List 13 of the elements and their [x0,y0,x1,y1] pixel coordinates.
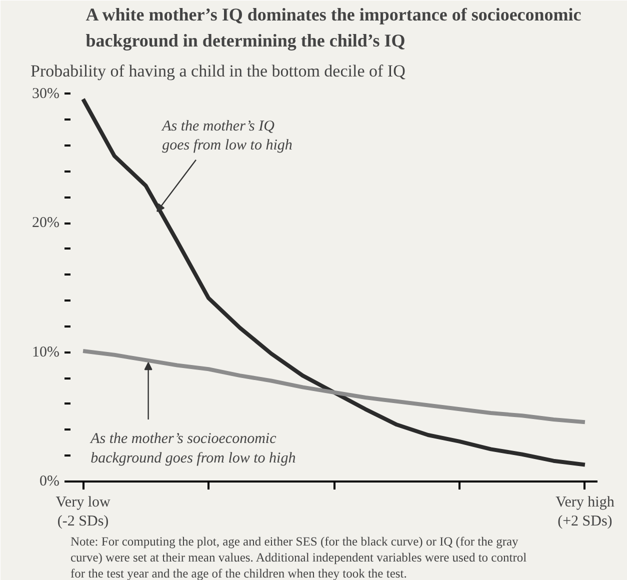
line-series [81,97,587,467]
chart-title: A white mother’s IQ dominates the importance of socioeconomic background in determining the child’s IQ [86,4,582,50]
chart-subtitle: Probability of having a child in the bottom decile of IQ [30,62,406,80]
y-tick-label: 20% [32,215,60,232]
y-tick-label: 0% [40,474,60,490]
y-tick-label: 30% [32,86,60,102]
annotation: As the mother’s IQ goes from low to high [161,118,292,154]
text: Note: For computing the plot, age and either SES (for the black curve) or IQ (for the gray curve) were set at their mean values. Additional independent variables were used to control for the test year and the age of the children when they took the test. [70,534,528,580]
line-series [81,349,587,424]
annotation: As the mother’s socioeconomic background goes from low to high [90,431,296,466]
x-tick-label: Very low (-2 SDs) [56,494,110,530]
y-tick-label: 10% [32,344,60,360]
x-tick-label: Very high (+2 SDs) [556,494,615,530]
